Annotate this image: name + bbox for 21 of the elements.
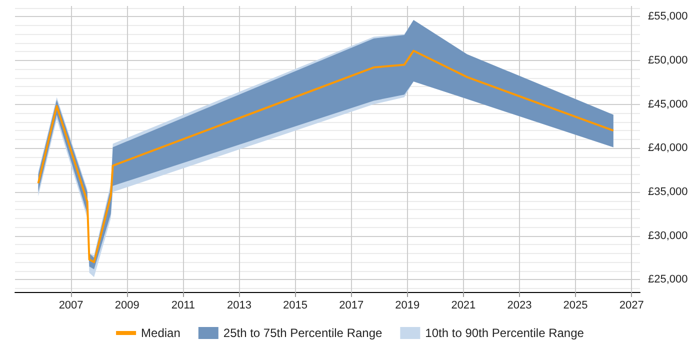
legend-label: Median	[141, 326, 180, 340]
y-tick-label: £25,000	[648, 274, 688, 286]
x-tick-label: 2019	[395, 300, 420, 312]
legend-label: 25th to 75th Percentile Range	[223, 326, 383, 340]
x-tick-label: 2013	[226, 300, 252, 312]
x-tick-label: 2015	[283, 300, 308, 312]
x-tick-label: 2025	[563, 300, 588, 312]
y-tick-label: £50,000	[648, 54, 688, 66]
x-tick-label: 2017	[339, 300, 364, 312]
x-tick-label: 2021	[451, 300, 476, 312]
y-tick-label: £30,000	[648, 230, 688, 242]
y-tick-label: £35,000	[648, 186, 688, 198]
x-tick-label: 2023	[507, 300, 532, 312]
y-tick-label: £40,000	[648, 142, 688, 154]
legend-label: 10th to 90th Percentile Range	[425, 326, 584, 340]
x-tick-label: 2027	[619, 300, 644, 312]
y-tick-label: £45,000	[648, 98, 688, 110]
x-tick-label: 2011	[171, 300, 195, 312]
x-tick-label: 2009	[114, 300, 140, 312]
x-tick-label: 2007	[58, 300, 84, 312]
y-tick-label: £55,000	[648, 10, 688, 23]
